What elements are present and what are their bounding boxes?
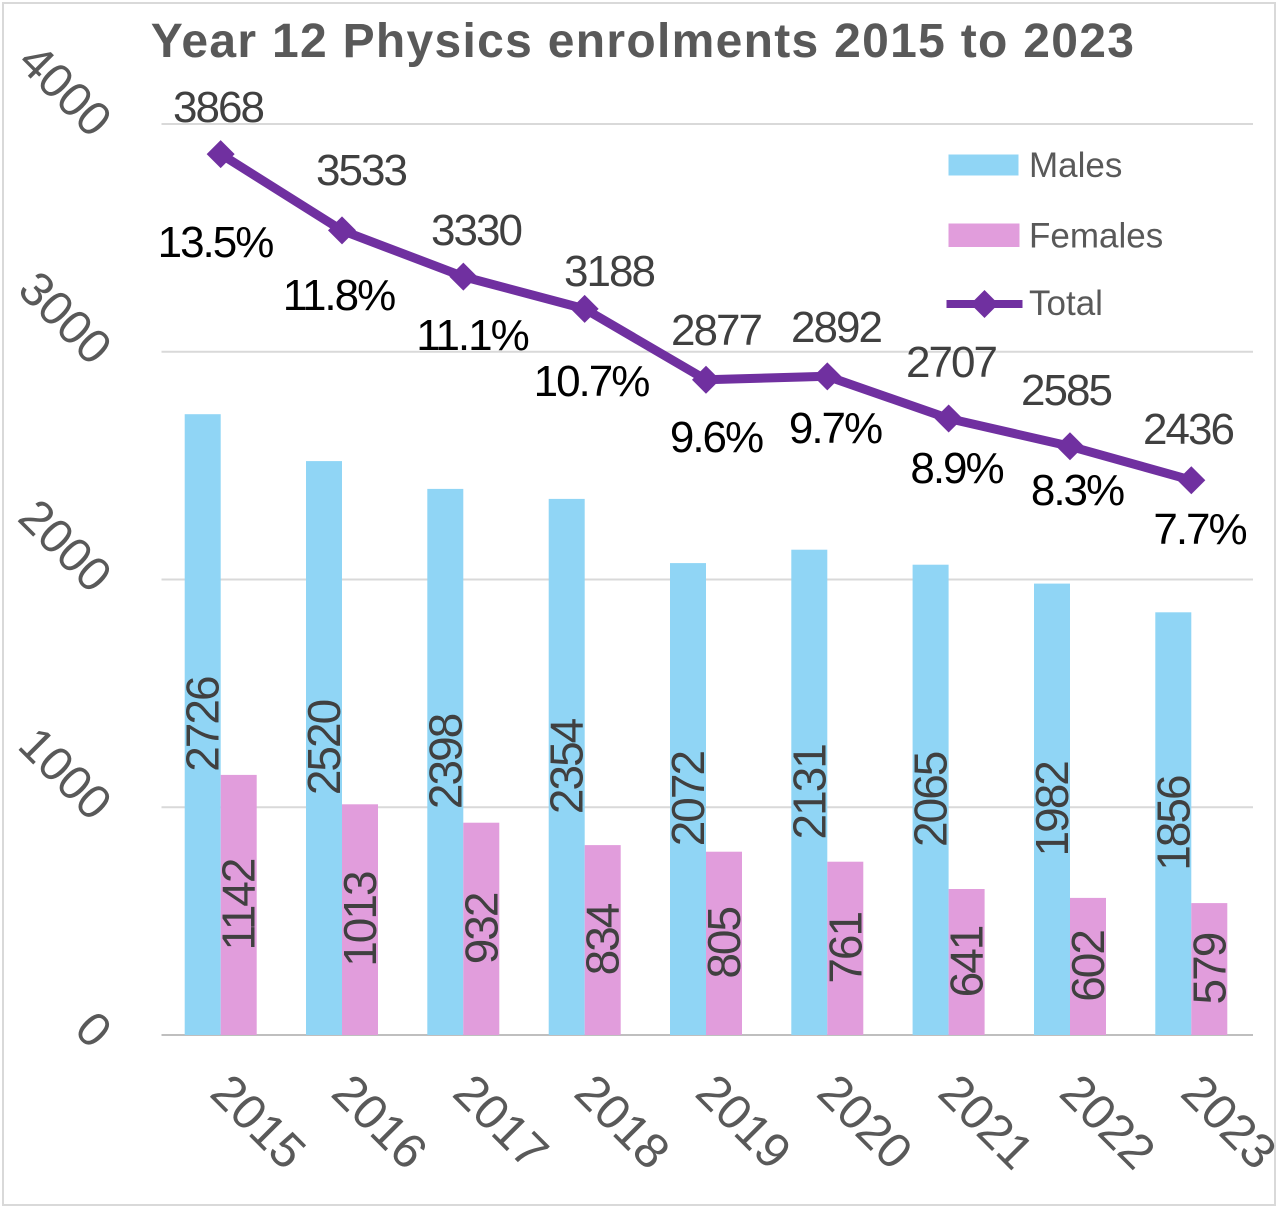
svg-text:9.6%: 9.6% bbox=[670, 413, 763, 462]
svg-text:932: 932 bbox=[455, 893, 507, 964]
svg-text:13.5%: 13.5% bbox=[158, 218, 274, 267]
svg-text:10.7%: 10.7% bbox=[534, 357, 650, 406]
svg-text:Total: Total bbox=[1029, 284, 1103, 323]
svg-text:Females: Females bbox=[1029, 217, 1163, 256]
svg-text:1982: 1982 bbox=[1026, 762, 1078, 857]
svg-text:3868: 3868 bbox=[173, 83, 263, 132]
svg-text:2707: 2707 bbox=[906, 338, 996, 387]
svg-text:9.7%: 9.7% bbox=[789, 404, 882, 453]
svg-text:11.8%: 11.8% bbox=[283, 271, 395, 320]
svg-text:Males: Males bbox=[1029, 146, 1122, 185]
svg-text:2520: 2520 bbox=[298, 700, 350, 795]
svg-text:7.7%: 7.7% bbox=[1153, 505, 1246, 554]
svg-text:8.9%: 8.9% bbox=[910, 444, 1003, 493]
svg-text:1142: 1142 bbox=[213, 859, 265, 950]
svg-text:2398: 2398 bbox=[419, 714, 471, 809]
svg-text:761: 761 bbox=[819, 913, 871, 984]
svg-text:834: 834 bbox=[577, 903, 629, 975]
svg-text:3533: 3533 bbox=[316, 146, 406, 195]
svg-text:2585: 2585 bbox=[1021, 366, 1111, 415]
svg-text:Year 12 Physics enrolments 201: Year 12 Physics enrolments 2015 to 2023 bbox=[151, 15, 1136, 68]
svg-text:3188: 3188 bbox=[564, 247, 654, 296]
svg-text:2354: 2354 bbox=[541, 718, 593, 814]
svg-text:2892: 2892 bbox=[791, 303, 881, 352]
svg-text:1856: 1856 bbox=[1147, 776, 1199, 871]
svg-text:2436: 2436 bbox=[1143, 405, 1233, 454]
svg-text:2131: 2131 bbox=[783, 745, 835, 840]
svg-text:579: 579 bbox=[1183, 933, 1235, 1004]
svg-text:2072: 2072 bbox=[662, 752, 714, 847]
svg-text:602: 602 bbox=[1062, 931, 1114, 1002]
svg-text:8.3%: 8.3% bbox=[1031, 466, 1124, 515]
svg-text:3330: 3330 bbox=[431, 206, 521, 255]
svg-text:1013: 1013 bbox=[334, 872, 386, 967]
svg-text:641: 641 bbox=[941, 926, 993, 997]
svg-text:2065: 2065 bbox=[905, 752, 957, 847]
svg-text:11.1%: 11.1% bbox=[416, 311, 528, 360]
svg-text:805: 805 bbox=[698, 908, 750, 979]
svg-text:2877: 2877 bbox=[671, 306, 761, 355]
svg-text:2726: 2726 bbox=[177, 677, 229, 772]
